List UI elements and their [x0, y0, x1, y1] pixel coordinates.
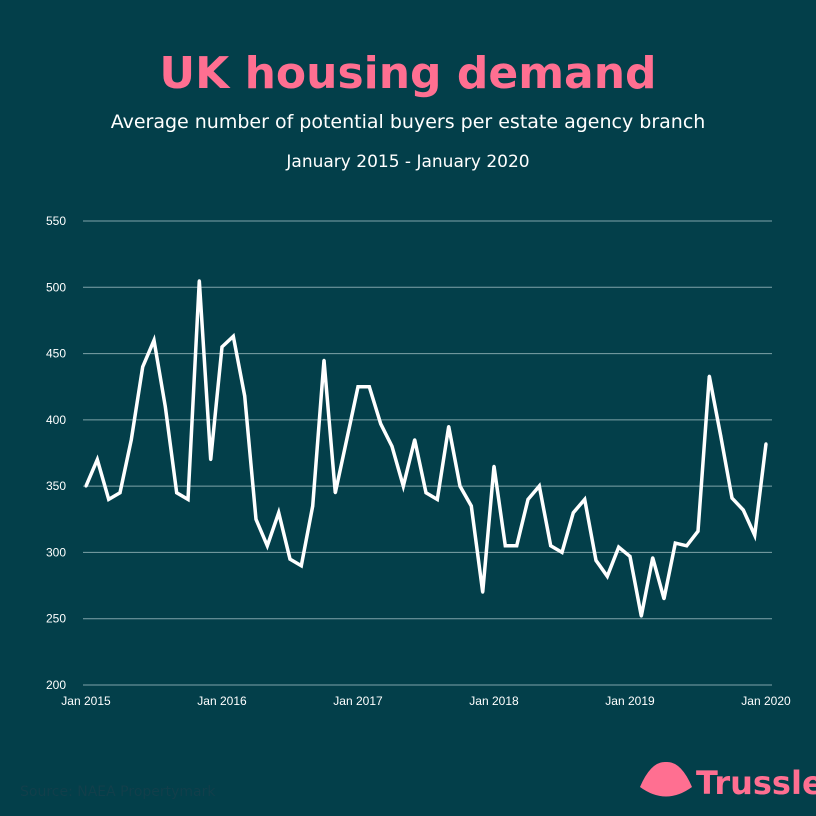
series-layer	[84, 279, 768, 618]
data-point	[209, 458, 213, 462]
data-point	[537, 484, 541, 488]
data-point	[583, 497, 587, 501]
data-point	[719, 434, 723, 438]
data-point	[95, 458, 99, 462]
data-point	[594, 558, 598, 562]
data-point	[379, 422, 383, 426]
data-point	[685, 544, 689, 548]
data-point	[447, 425, 451, 428]
data-point	[526, 497, 530, 501]
data-point	[730, 496, 734, 500]
data-point	[651, 556, 655, 560]
data-point	[764, 442, 768, 446]
data-point	[741, 508, 745, 512]
y-tick-label: 550	[46, 214, 66, 228]
data-point	[265, 544, 269, 548]
x-tick-label: Jan 2020	[741, 694, 791, 708]
x-axis-ticks: Jan 2015 Jan 2016 Jan 2017 Jan 2018 Jan 2019…	[61, 694, 791, 708]
data-point	[401, 484, 405, 488]
data-point	[277, 511, 281, 515]
data-point	[197, 279, 201, 283]
data-point	[84, 484, 88, 488]
data-point	[560, 550, 564, 554]
data-point	[503, 544, 507, 548]
data-point	[481, 590, 485, 594]
data-point	[288, 557, 292, 561]
data-point	[673, 541, 677, 545]
y-tick-label: 200	[46, 678, 66, 692]
data-point	[333, 491, 337, 495]
data-point	[662, 597, 666, 601]
x-tick-label: Jan 2016	[197, 694, 247, 708]
data-point	[163, 405, 167, 409]
data-point	[707, 374, 711, 378]
data-point	[390, 444, 394, 448]
x-tick-label: Jan 2017	[333, 694, 383, 708]
y-tick-label: 400	[46, 413, 66, 427]
y-tick-label: 250	[46, 612, 66, 626]
y-axis-ticks: 550 500 450 400 350 300 250 200	[46, 214, 66, 692]
data-point	[628, 554, 632, 558]
data-point	[231, 334, 235, 338]
data-point	[492, 464, 496, 468]
chart-subtitle: Average number of potential buyers per e…	[111, 111, 706, 133]
data-point	[435, 497, 439, 501]
data-point	[311, 504, 315, 508]
data-point	[220, 345, 224, 349]
data-point	[413, 438, 417, 442]
data-point	[571, 511, 575, 515]
data-point	[186, 497, 190, 501]
data-point	[469, 504, 473, 508]
data-point	[515, 544, 519, 548]
data-point	[458, 484, 462, 488]
x-tick-label: Jan 2018	[469, 694, 519, 708]
data-point	[753, 533, 757, 537]
data-point	[322, 358, 326, 362]
data-point	[129, 438, 133, 442]
data-point	[141, 365, 145, 369]
data-point	[175, 491, 179, 495]
data-point	[424, 491, 428, 495]
data-point	[617, 545, 621, 549]
data-point	[696, 529, 700, 533]
chart-date-range: January 2015 - January 2020	[285, 152, 529, 172]
data-point	[345, 438, 349, 442]
data-point	[152, 338, 156, 342]
y-tick-label: 350	[46, 479, 66, 493]
data-point	[254, 517, 258, 521]
data-point	[605, 574, 609, 578]
brand-name: Trussle	[696, 764, 816, 802]
y-tick-label: 300	[46, 545, 66, 559]
data-point	[367, 385, 371, 389]
chart-title: UK housing demand	[159, 48, 656, 99]
data-point	[243, 394, 247, 398]
data-point	[549, 544, 553, 548]
data-point	[118, 491, 122, 495]
x-tick-label: Jan 2019	[605, 694, 655, 708]
source-note: Source: NAEA Propertymark	[20, 784, 216, 800]
x-tick-label: Jan 2015	[61, 694, 111, 708]
data-point	[107, 497, 111, 501]
trussle-logo: Trussle	[640, 761, 816, 802]
y-tick-label: 450	[46, 347, 66, 361]
data-point	[356, 385, 360, 389]
y-tick-label: 500	[46, 280, 66, 294]
data-point	[639, 614, 643, 618]
trussle-logo-mark-icon	[640, 761, 692, 797]
data-point	[299, 564, 303, 568]
